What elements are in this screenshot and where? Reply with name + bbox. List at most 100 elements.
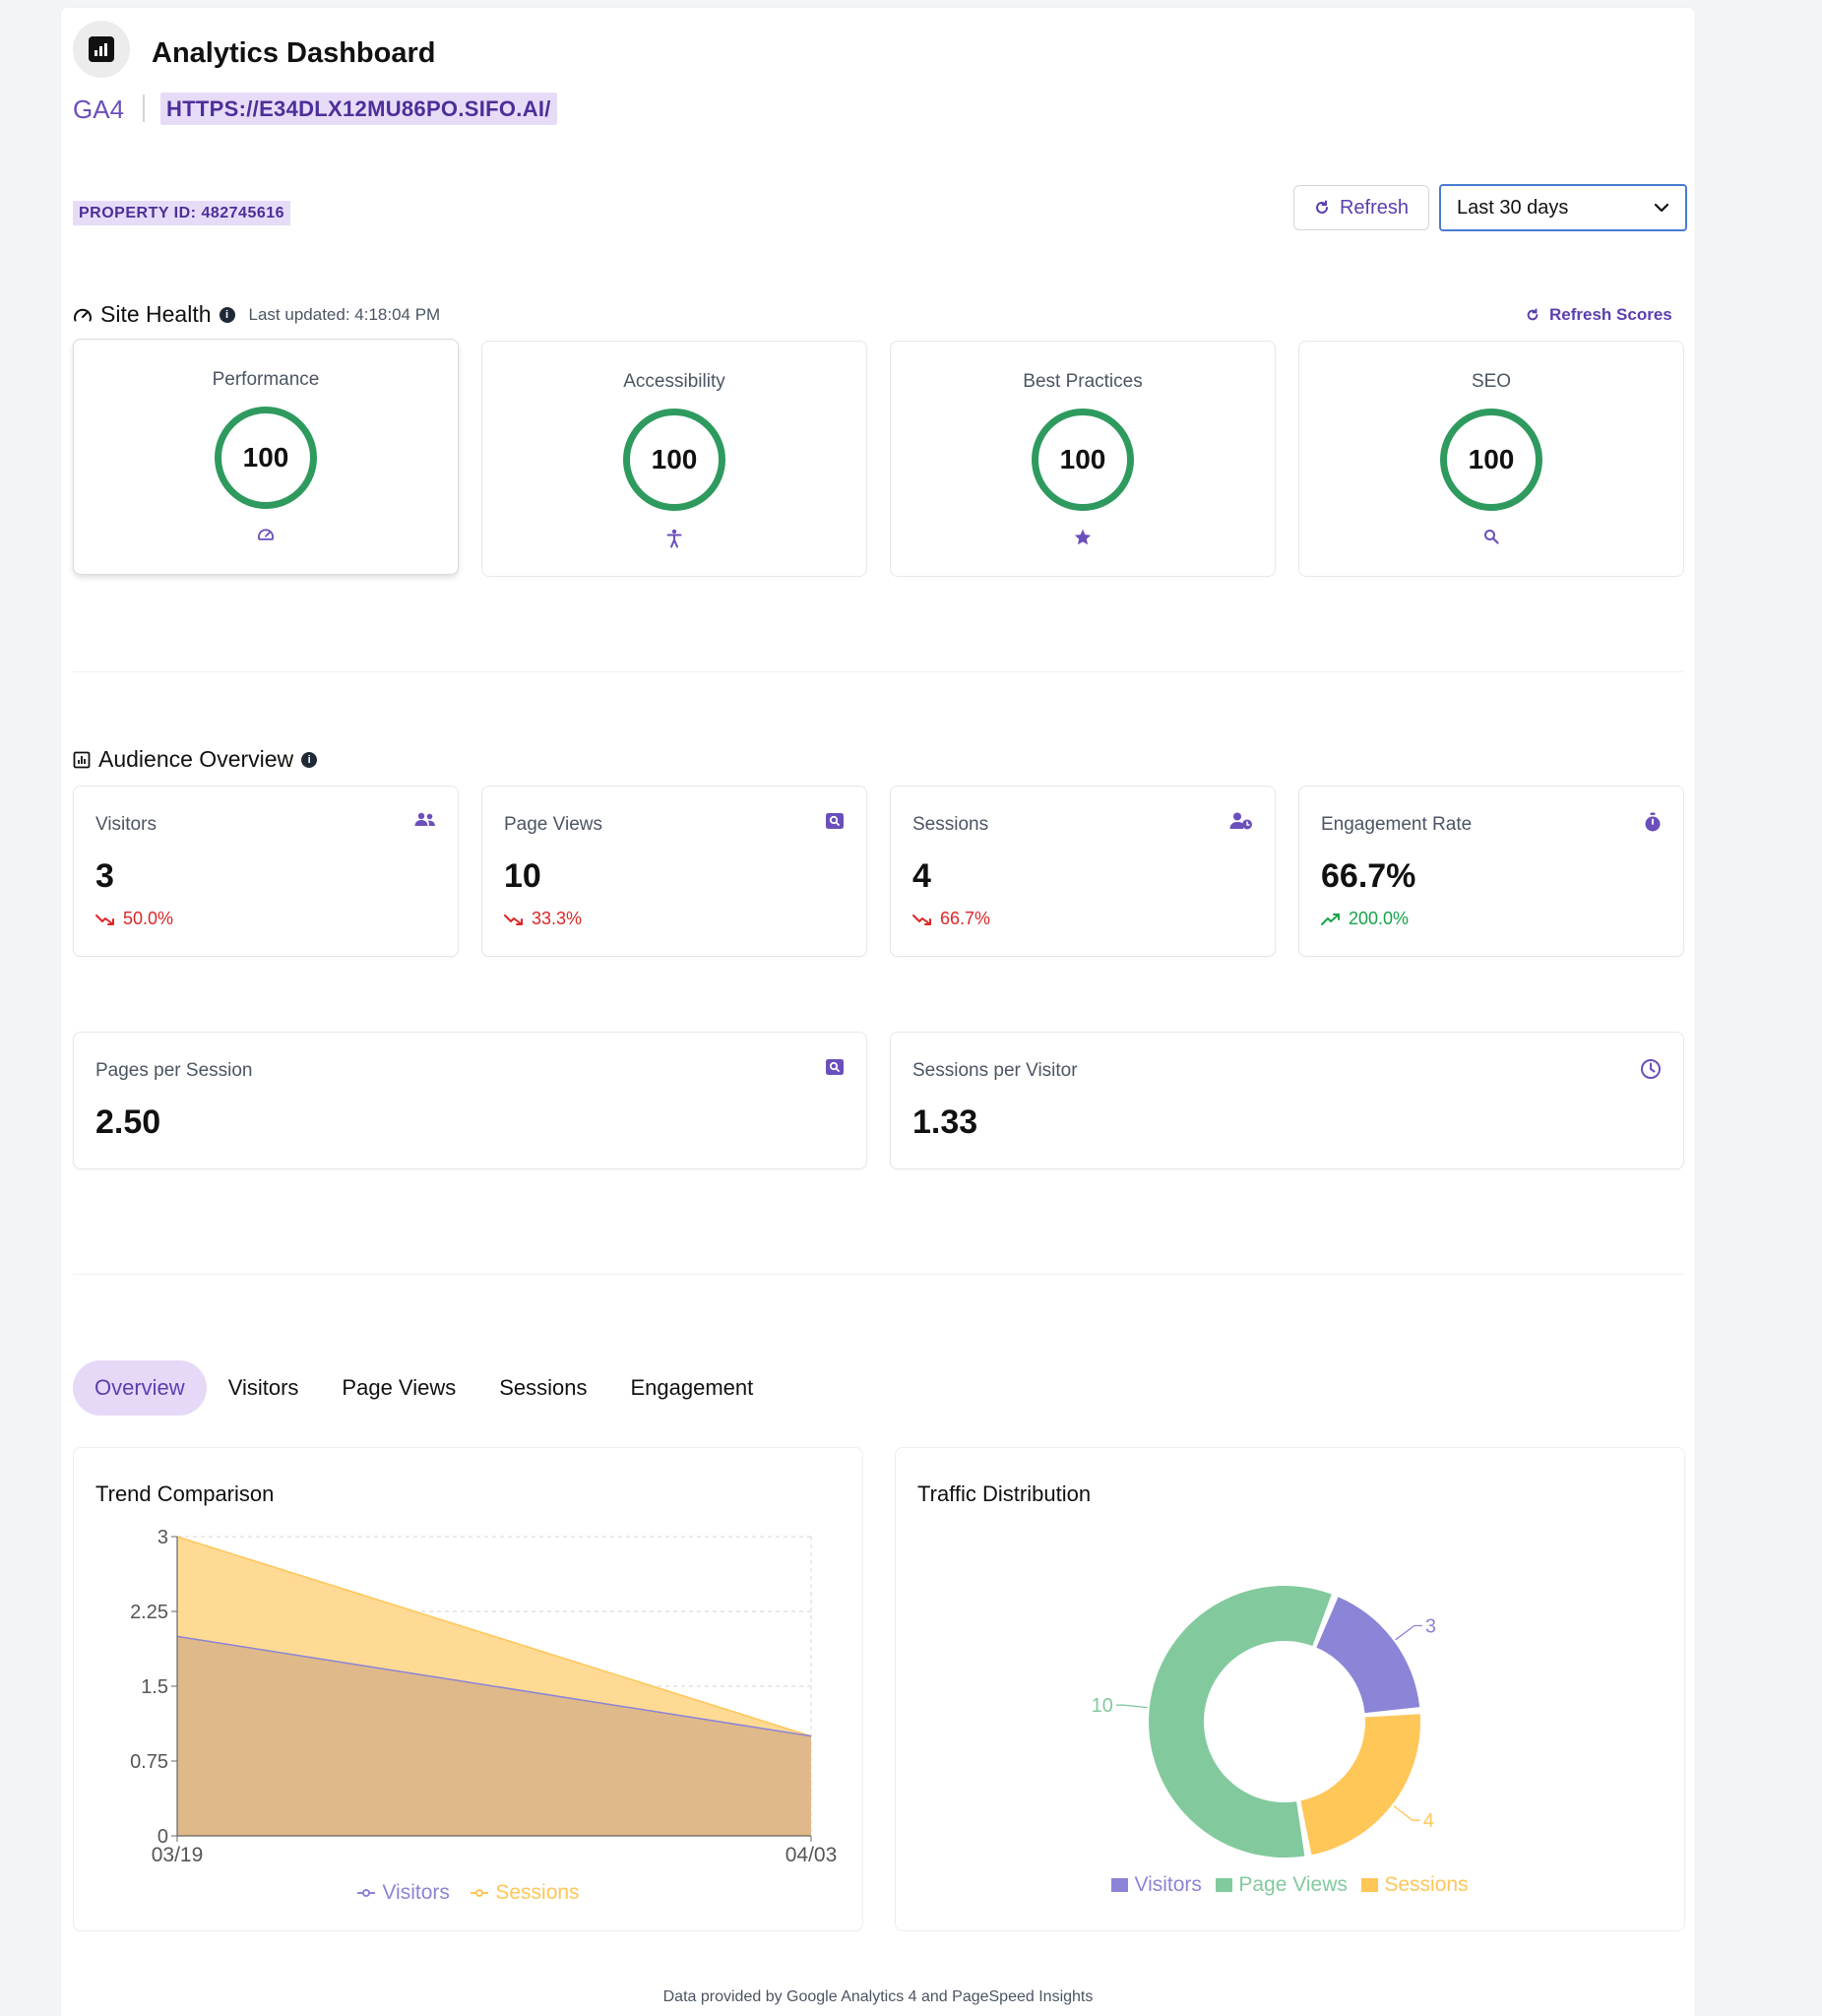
legend-item-visitors[interactable]: Visitors (1111, 1873, 1202, 1897)
search-icon (1484, 530, 1499, 544)
x-tick-label: 04/03 (785, 1844, 838, 1866)
score-ring: 100 (1032, 409, 1134, 511)
x-tick-label: 03/19 (152, 1844, 204, 1866)
platform-label: GA4 (73, 94, 125, 124)
legend-item-sessions[interactable]: Sessions (1361, 1873, 1469, 1897)
legend-label: Sessions (495, 1881, 580, 1904)
slice-label-line (1393, 1805, 1420, 1821)
metric-value: 1.33 (912, 1103, 978, 1141)
score-card-accessibility[interactable]: Accessibility 100 (481, 341, 867, 577)
site-url[interactable]: HTTPS://E34DLX12MU86PO.SIFO.AI/ (160, 93, 557, 125)
legend-item-visitors[interactable]: Visitors (356, 1881, 450, 1905)
metric-card-visitors: Visitors 3 50.0% (73, 786, 459, 957)
slice-sessions (1300, 1714, 1420, 1856)
info-icon[interactable]: i (301, 751, 318, 768)
score-card-best-practices[interactable]: Best Practices 100 (890, 341, 1276, 577)
legend-line-icon (357, 1889, 376, 1897)
page-title: Analytics Dashboard (152, 37, 436, 69)
tab-overview[interactable]: Overview (73, 1360, 207, 1416)
metric-label: Sessions (912, 814, 989, 835)
refresh-scores-label: Refresh Scores (1549, 305, 1672, 324)
metric-change-value: 33.3% (532, 909, 583, 928)
page-search-icon (826, 1059, 844, 1075)
date-range-select[interactable]: Last 30 days (1439, 184, 1687, 231)
legend-label: Visitors (1134, 1873, 1202, 1896)
refresh-label: Refresh (1339, 196, 1410, 219)
score-card-seo[interactable]: SEO 100 (1298, 341, 1684, 577)
legend-swatch (1111, 1878, 1129, 1892)
legend-item-sessions[interactable]: Sessions (470, 1881, 580, 1905)
legend-label: Visitors (382, 1881, 450, 1904)
slice-visitors (1316, 1597, 1420, 1714)
metric-value: 2.50 (95, 1103, 161, 1141)
legend-line-icon (471, 1889, 489, 1897)
slice-label: 10 (1092, 1695, 1113, 1717)
tab-sessions[interactable]: Sessions (499, 1375, 588, 1400)
gauge-icon (74, 308, 92, 321)
traffic-distribution-chart: 3 4 10 (1092, 1586, 1436, 1858)
metric-change-value: 50.0% (123, 909, 174, 928)
chart-title: Traffic Distribution (917, 1481, 1092, 1506)
trending-down-icon (504, 914, 523, 925)
traffic-distribution-card: Traffic Distribution 3 4 10 Visitors Page … (895, 1447, 1685, 1931)
metric-change: 50.0% (95, 909, 173, 929)
date-range-value: Last 30 days (1457, 196, 1569, 219)
tab-engagement[interactable]: Engagement (630, 1375, 754, 1400)
series-line-sessions (176, 1536, 812, 1737)
page-search-icon (826, 813, 844, 829)
info-icon[interactable]: i (219, 306, 235, 323)
metric-card-page-views: Page Views 10 33.3% (481, 786, 867, 957)
header-separator (143, 94, 145, 122)
trending-down-icon (912, 914, 931, 925)
metric-value: 66.7% (1321, 857, 1416, 895)
last-updated: Last updated: 4:18:04 PM (248, 304, 441, 324)
metric-value: 4 (912, 857, 931, 895)
metric-change-value: 66.7% (940, 909, 991, 928)
section-divider (73, 671, 1683, 672)
score-ring: 100 (623, 409, 725, 511)
clock-icon (1641, 1059, 1661, 1079)
tab-page-views[interactable]: Page Views (342, 1375, 457, 1400)
score-label: SEO (1471, 371, 1512, 392)
property-id-badge: PROPERTY ID: 482745616 (73, 201, 291, 225)
area-visitors (177, 1636, 811, 1836)
audience-overview-title: Audience Overview (98, 746, 294, 772)
footer-text: Data provided by Google Analytics 4 and … (662, 1988, 1094, 2005)
y-tick-label: 2.25 (130, 1602, 168, 1623)
bar-chart-icon (89, 36, 114, 62)
score-card-performance[interactable]: Performance 100 (73, 339, 459, 575)
metric-card-sessions: Sessions 4 66.7% (890, 786, 1276, 957)
section-divider (73, 1274, 1683, 1275)
refresh-icon (1527, 308, 1539, 321)
series-line-visitors (176, 1635, 812, 1737)
site-health-header: Site Health i Last updated: 4:18:04 PM (73, 301, 440, 328)
refresh-scores-button[interactable]: Refresh Scores (1526, 305, 1672, 325)
metric-value: 3 (95, 857, 114, 895)
legend-swatch (1216, 1878, 1233, 1892)
chevron-down-icon (1654, 203, 1669, 213)
chart-tabs: Overview Visitors Page Views Sessions En… (73, 1360, 775, 1416)
slice-label-line (1395, 1624, 1422, 1641)
gauge-icon (258, 529, 274, 540)
tab-visitors[interactable]: Visitors (227, 1375, 299, 1400)
chart-box-icon (73, 751, 91, 768)
accessibility-icon (666, 529, 682, 548)
metric-change: 66.7% (912, 909, 990, 929)
legend-item-page-views[interactable]: Page Views (1216, 1873, 1348, 1897)
metric-label: Sessions per Visitor (912, 1060, 1078, 1081)
score-label: Accessibility (623, 371, 725, 392)
refresh-button[interactable]: Refresh (1293, 185, 1429, 230)
user-clock-icon (1229, 812, 1252, 830)
app-logo (73, 21, 130, 78)
slice-label-line (1115, 1704, 1148, 1709)
metric-change-value: 200.0% (1349, 909, 1410, 928)
y-tick-label: 0 (157, 1826, 168, 1848)
score-label: Performance (212, 369, 320, 390)
legend-swatch (1361, 1878, 1379, 1892)
slice-page-views (1149, 1586, 1332, 1858)
chart-legend: Visitors Page Views Sessions (896, 1873, 1684, 1897)
legend-label: Sessions (1384, 1873, 1469, 1896)
y-tick-label: 3 (157, 1527, 168, 1548)
slice-label: 4 (1423, 1810, 1434, 1832)
users-icon (414, 812, 435, 826)
